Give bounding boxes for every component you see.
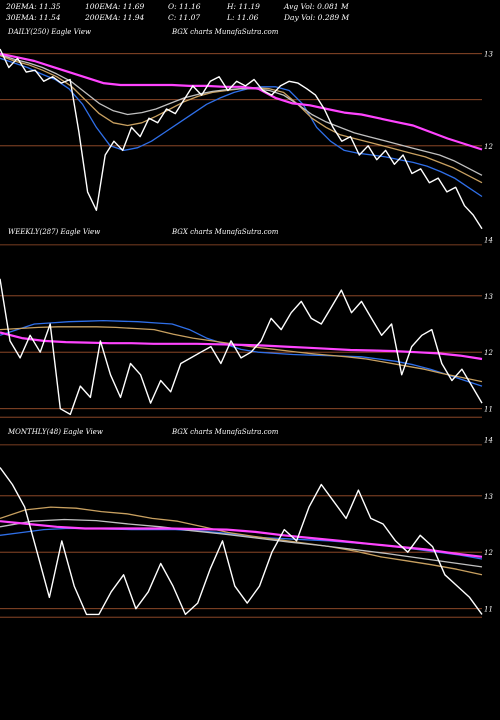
low-stat: L: 11.06	[227, 13, 259, 22]
ema-line	[0, 319, 483, 387]
panel-label: WEEKLY(287) Eagle View	[8, 228, 100, 236]
ema-line	[0, 518, 483, 568]
ema-line	[0, 331, 483, 361]
ema-line	[0, 57, 483, 198]
watermark-label: BGX charts MunafaSutra.com	[171, 28, 279, 36]
day-volume-stat: Day Vol: 0.289 M	[284, 13, 350, 22]
ema-line	[0, 520, 483, 558]
daily-panel: 13 12 DAILY(250) Eagle View BGX charts Muna…	[0, 28, 493, 230]
panel-label: DAILY(250) Eagle View	[7, 28, 91, 36]
ema-line	[0, 52, 483, 151]
y-tick-label: 11	[484, 406, 493, 414]
y-tick-label: 13	[484, 493, 493, 501]
ema-line	[0, 54, 483, 184]
monthly-panel: 14 13 12 11 MONTHLY(48) Eagle View BGX charts…	[0, 428, 493, 618]
avg-volume-stat: Avg Vol: 0.081 M	[284, 2, 349, 11]
y-tick-label: 12	[484, 349, 493, 357]
ema-line	[0, 53, 483, 176]
close-stat: C: 11.07	[168, 13, 201, 22]
ema-line	[0, 506, 483, 576]
price-line	[0, 278, 483, 416]
y-tick-label: 14	[484, 236, 493, 244]
high-stat: H: 11.19	[227, 2, 260, 11]
weekly-panel: 14 13 12 11 WEEKLY(287) Eagle View BGX charts…	[0, 228, 493, 418]
y-tick-label: 13	[484, 51, 493, 59]
ema30-stat: 30EMA: 11.54	[6, 13, 61, 22]
price-line	[0, 48, 483, 230]
ema100-stat: 100EMA: 11.69	[85, 2, 145, 11]
y-tick-label: 13	[484, 293, 493, 301]
open-stat: O: 11.16	[168, 2, 201, 11]
ema200-stat: 200EMA: 11.94	[85, 13, 145, 22]
panel-label: MONTHLY(48) Eagle View	[7, 428, 103, 436]
y-tick-label: 12	[484, 549, 493, 557]
watermark-label: BGX charts MunafaSutra.com	[171, 428, 279, 436]
watermark-label: BGX charts MunafaSutra.com	[171, 228, 279, 236]
ema20-stat: 20EMA: 11.35	[6, 2, 61, 11]
ema-line	[0, 527, 483, 560]
y-tick-label: 11	[484, 606, 493, 614]
y-tick-label: 12	[484, 143, 493, 151]
y-tick-label: 14	[484, 436, 493, 444]
price-line	[0, 467, 483, 616]
